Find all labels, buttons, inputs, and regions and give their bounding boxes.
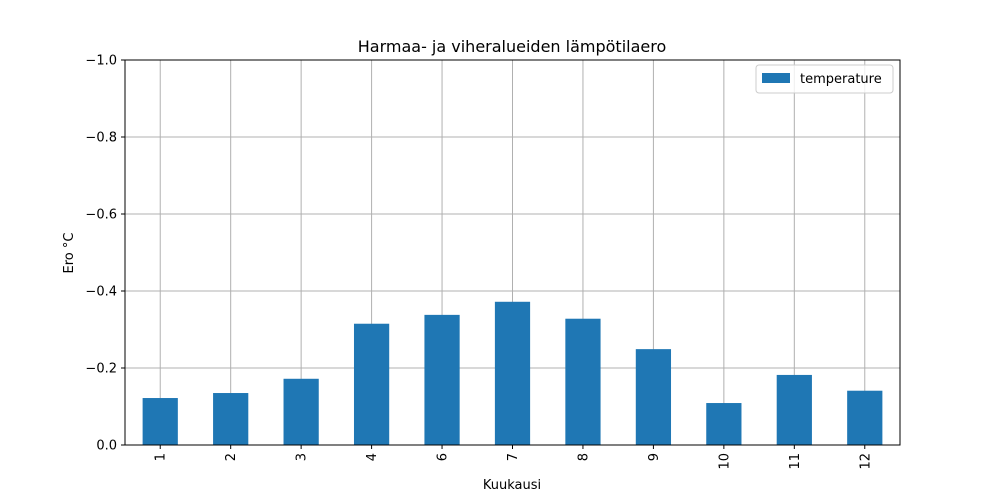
- chart-title: Harmaa- ja viheralueiden lämpötilaero: [358, 37, 667, 56]
- bar-10: [706, 403, 742, 445]
- x-tick-label: 6: [436, 453, 451, 461]
- legend-frame: [755, 64, 894, 94]
- bar-4: [353, 323, 390, 445]
- x-tick-label: 10: [717, 453, 732, 470]
- y-tick-label: −1.0: [85, 54, 117, 69]
- x-tick-label: 1: [154, 453, 169, 461]
- y-tick-label: −0.2: [85, 362, 117, 377]
- bar-12: [847, 390, 883, 445]
- bar-2: [213, 393, 249, 445]
- bar-9: [635, 349, 672, 445]
- x-tick-label: 11: [788, 453, 803, 470]
- bar-3: [283, 378, 319, 445]
- bar-8: [565, 318, 601, 445]
- bars-layer: [142, 301, 883, 445]
- bar-6: [424, 314, 460, 445]
- bar-11: [776, 374, 812, 445]
- x-tick-label: 8: [576, 453, 591, 461]
- y-axis-label: Ero °C: [62, 233, 77, 274]
- x-tick-label: 4: [365, 453, 380, 461]
- legend-label: temperature: [800, 72, 882, 87]
- y-tick-label: −0.6: [85, 208, 117, 223]
- y-tick-label: −0.4: [85, 285, 117, 300]
- x-tick-label: 9: [647, 453, 662, 461]
- x-tick-label: 7: [506, 453, 521, 461]
- ticks-layer: 0.0−0.2−0.4−0.6−0.8−1.01 2 3 4 6 7 8 9 10 11 12: [85, 54, 873, 470]
- x-tick-label: 3: [295, 453, 310, 461]
- legend-swatch: [762, 73, 790, 83]
- y-tick-label: 0.0: [96, 439, 117, 454]
- x-tick-label: 12: [858, 453, 873, 470]
- legend: temperature: [755, 64, 894, 94]
- x-tick-label: 2: [224, 453, 239, 461]
- x-axis-label: Kuukausi: [483, 478, 541, 493]
- bar-1: [142, 398, 178, 445]
- bar-7: [494, 301, 531, 445]
- y-tick-label: −0.8: [85, 131, 117, 146]
